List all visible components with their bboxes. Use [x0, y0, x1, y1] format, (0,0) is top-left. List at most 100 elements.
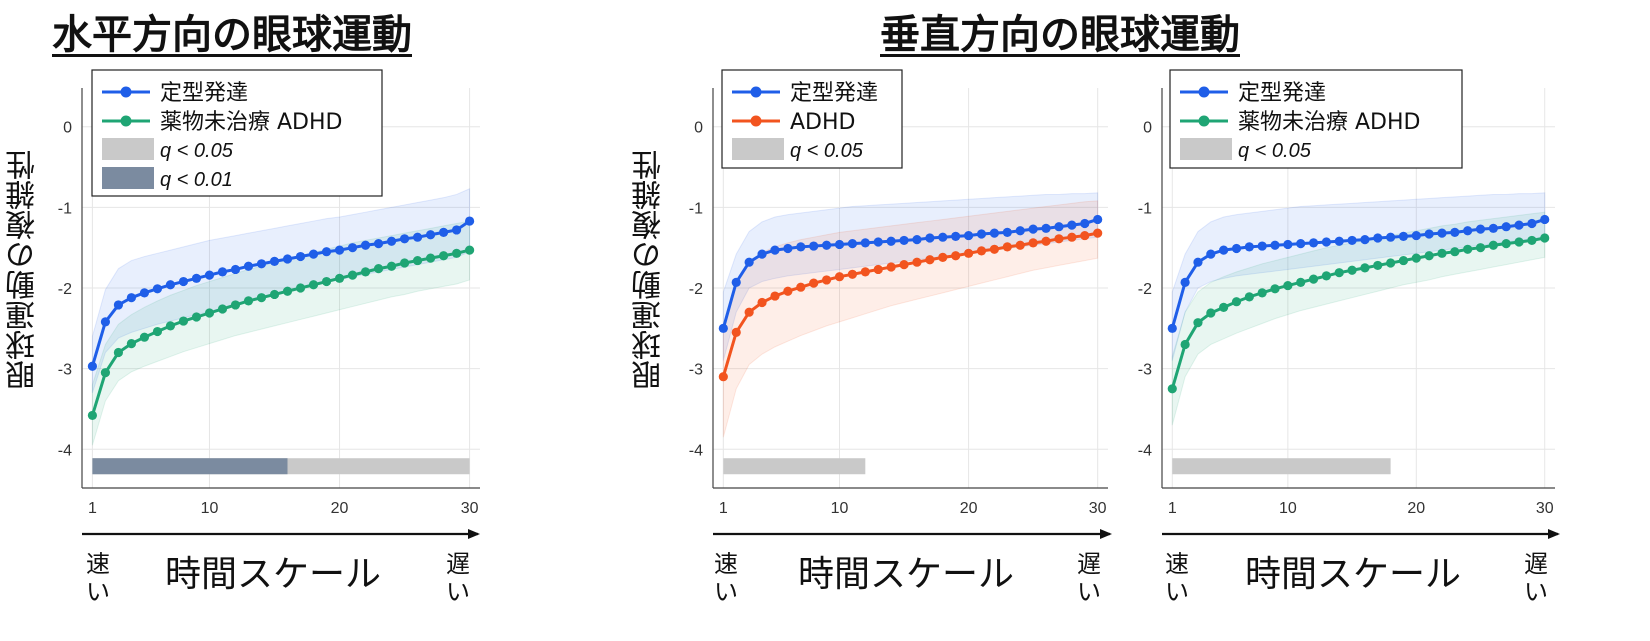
y-tick-label: -2 [1138, 281, 1152, 298]
data-point [386, 236, 397, 246]
data-point [1067, 232, 1077, 242]
data-point [1514, 237, 1524, 247]
data-point [1501, 239, 1511, 249]
significance-bar [1172, 458, 1391, 475]
data-point [243, 261, 254, 271]
data-point [1501, 222, 1511, 232]
legend-label: 薬物未治療 ADHD [160, 110, 342, 135]
data-point [1308, 274, 1319, 284]
data-point [1424, 229, 1434, 239]
data-point [1093, 214, 1103, 225]
y-tick-label: -4 [1138, 442, 1152, 459]
legend-patch [732, 138, 784, 160]
data-point [256, 293, 267, 303]
data-point [912, 257, 922, 267]
legend-label: 定型発達 [790, 81, 878, 106]
legend-marker [750, 86, 762, 98]
data-point [860, 238, 870, 248]
data-point [191, 312, 202, 322]
data-point [1527, 218, 1537, 229]
data-point [1296, 277, 1306, 287]
data-point [178, 316, 189, 326]
data-point [347, 270, 358, 280]
y-tick-label: -1 [689, 200, 703, 217]
legend-marker [120, 86, 132, 98]
data-point [1193, 318, 1203, 328]
data-point [217, 304, 228, 314]
data-point [821, 275, 832, 285]
x-tick-label: 30 [1089, 500, 1107, 517]
legend-label: q < 0.01 [160, 169, 233, 191]
data-point [873, 264, 883, 275]
x-axis-label-panel-2: 時間スケール [798, 554, 1015, 595]
data-point [152, 284, 163, 294]
x-slow-label-panel-2: 遅い [1077, 550, 1101, 606]
x-tick-label: 30 [1536, 500, 1554, 517]
legend-marker [120, 115, 132, 127]
legend-label: 定型発達 [1238, 81, 1326, 106]
x-tick-label: 20 [960, 500, 978, 517]
data-point [178, 276, 189, 287]
data-point [1373, 260, 1383, 271]
data-point [1360, 263, 1370, 273]
data-point [1219, 245, 1229, 255]
data-point [951, 231, 961, 241]
data-point [1167, 384, 1177, 394]
data-point [744, 257, 754, 267]
data-point [1283, 239, 1293, 250]
data-point [464, 216, 475, 226]
data-point [757, 249, 767, 259]
y-tick-label: -1 [58, 200, 72, 217]
data-point [334, 245, 345, 255]
data-point [989, 244, 1000, 254]
y-tick-label: -3 [1138, 362, 1152, 379]
heading-horizontal: 水平方向の眼球運動 [52, 12, 412, 58]
x-axis-label-panel-1: 時間スケール [165, 554, 382, 595]
data-point [963, 248, 974, 258]
data-point [230, 300, 241, 310]
data-point [1067, 220, 1077, 230]
data-point [1398, 231, 1409, 241]
y-tick-label: -3 [689, 362, 703, 379]
data-point [451, 225, 462, 235]
legend-label: ADHD [790, 110, 855, 135]
data-point [886, 262, 896, 272]
data-point [295, 251, 306, 262]
data-point [860, 267, 870, 277]
data-point [718, 372, 728, 382]
legend-label: 薬物未治療 ADHD [1238, 110, 1420, 135]
x-tick-label: 20 [1407, 500, 1425, 517]
data-point [757, 297, 767, 308]
data-point [1257, 241, 1267, 251]
y-tick-label: 0 [1143, 120, 1152, 137]
data-point [425, 230, 436, 240]
data-point [1527, 235, 1537, 246]
data-point [412, 255, 423, 266]
data-point [1002, 242, 1012, 252]
data-point [256, 259, 267, 269]
y-tick-label: -2 [58, 281, 72, 298]
legend-label: q < 0.05 [1238, 140, 1312, 162]
data-point [425, 253, 436, 263]
data-point [1463, 226, 1473, 236]
significance-bar [723, 458, 866, 475]
data-point [373, 239, 384, 249]
x-fast-label-panel-1: 速い [86, 550, 110, 606]
data-point [1321, 237, 1331, 247]
confidence-band [722, 200, 1099, 438]
legend-patch [1180, 138, 1232, 160]
x-tick-label: 10 [1279, 500, 1297, 517]
data-point [308, 280, 319, 290]
data-point [731, 327, 741, 337]
data-point [1450, 227, 1460, 237]
data-point [1093, 228, 1103, 238]
data-point [295, 283, 306, 293]
data-point [976, 229, 987, 239]
x-tick-label: 1 [719, 500, 728, 517]
data-point [1437, 248, 1447, 258]
data-point [100, 368, 111, 378]
data-point [1231, 297, 1242, 307]
data-point [87, 361, 98, 371]
data-point [399, 234, 410, 244]
